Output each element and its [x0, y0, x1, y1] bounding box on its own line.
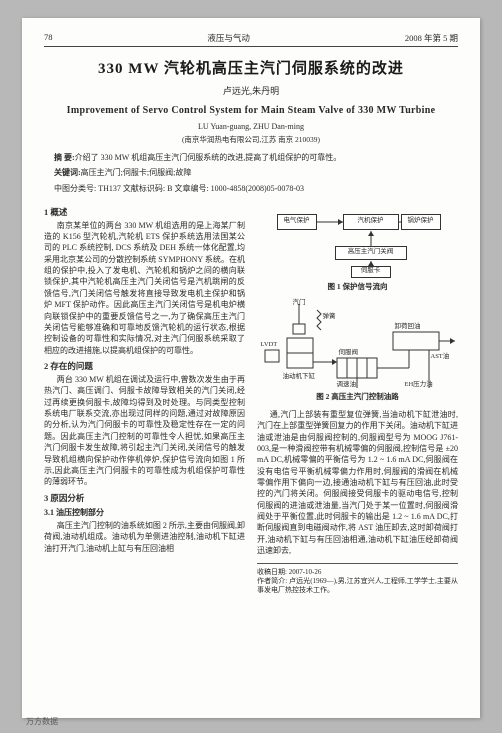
figure-2-caption: 图 2 高压主汽门控制油路	[257, 392, 458, 403]
figure-2: 汽门 弹簧 伺服阀 卸荷回油 AST油 LVDT 油动机下缸 调速油 EH压力油	[259, 298, 457, 390]
section-3-1-heading: 3.1 油压控制部分	[44, 507, 245, 518]
issue-info: 2008 年第 5 期	[405, 32, 458, 44]
right-col-continuation: 通,汽门上部装有重型复位弹簧,当油动机下缸泄油时,汽门在上部重型弹簧回复力的作用…	[257, 409, 458, 557]
fig2-label-lvdt: LVDT	[261, 340, 278, 349]
fig1-box-servo-card: 伺服卡	[351, 266, 391, 278]
affiliation: (南京华润热电有限公司,江苏 南京 210039)	[44, 134, 458, 145]
received-date: 收稿日期: 2007-10-26	[257, 568, 458, 577]
fig2-label-ehoil: EH压力油	[405, 380, 433, 389]
page-number: 78	[44, 32, 53, 44]
fig1-box-valve-close: 高压主汽门关阀	[335, 246, 407, 260]
fig2-label-spring: 弹簧	[323, 312, 336, 321]
two-column-body: 1 概述 南京某单位的两台 330 MW 机组选用的是上海某厂制造的 K156 …	[44, 202, 458, 596]
section-2-para: 两台 330 MW 机组在调试及运行中,曾数次发生由于再热汽门、高压调门、伺服卡…	[44, 374, 245, 488]
right-column: 电气保护 汽机保护 锅炉保护 高压主汽门关阀 伺服卡 图 1 保护信号流向	[257, 202, 458, 596]
title-en: Improvement of Servo Control System for …	[44, 105, 458, 116]
article-footer: 收稿日期: 2007-10-26 作者简介: 卢远光(1969—),男,江苏宜兴…	[257, 563, 458, 596]
section-1-para: 南京某单位的两台 330 MW 机组选用的是上海某厂制造的 K156 型汽轮机,…	[44, 220, 245, 356]
section-3-heading: 3 原因分析	[44, 492, 245, 504]
classification-line: 中图分类号: TH137 文献标识码: B 文章编号: 1000-4858(20…	[54, 183, 448, 194]
fig1-box-elec: 电气保护	[277, 214, 317, 230]
abstract-label: 摘 要:	[54, 153, 75, 162]
left-column: 1 概述 南京某单位的两台 330 MW 机组选用的是上海某厂制造的 K156 …	[44, 202, 245, 596]
running-header: 78 液压与气动 2008 年第 5 期	[44, 32, 458, 47]
figure-1: 电气保护 汽机保护 锅炉保护 高压主汽门关阀 伺服卡	[273, 204, 443, 280]
section-2-heading: 2 存在的问题	[44, 360, 245, 372]
paper-page: 78 液压与气动 2008 年第 5 期 330 MW 汽轮机高压主汽门伺服系统…	[22, 18, 480, 718]
section-3-1-para: 高压主汽门控制的油系统如图 2 所示,主要由伺服阀,卸荷阀,油动机组成。油动机为…	[44, 520, 245, 554]
watermark: 万方数据	[26, 716, 58, 727]
authors-en: LU Yuan-guang, ZHU Dan-ming	[44, 122, 458, 131]
fig2-label-cyl: 油动机下缸	[283, 372, 316, 381]
abstract-text: 介绍了 330 MW 机组高压主汽门伺服系统的改进,提高了机组保护的可靠性。	[75, 153, 342, 162]
fig2-label-valve: 汽门	[293, 298, 306, 307]
fig1-box-turbine: 汽机保护	[343, 214, 399, 230]
authors-cn: 卢远光,朱丹明	[44, 84, 458, 97]
author-bio: 作者简介: 卢远光(1969—),男,江苏宜兴人,工程师,工学学士,主要从事发电…	[257, 577, 458, 596]
journal-name: 液压与气动	[207, 32, 250, 44]
fig2-label-ast: AST油	[431, 352, 450, 361]
fig2-label-unload: 卸荷回油	[395, 322, 421, 331]
fig2-label-servo: 伺服阀	[339, 348, 359, 357]
abstract: 摘 要:介绍了 330 MW 机组高压主汽门伺服系统的改进,提高了机组保护的可靠…	[54, 153, 448, 164]
title-cn: 330 MW 汽轮机高压主汽门伺服系统的改进	[44, 57, 458, 78]
keywords: 关键词:高压主汽门;伺服卡;伺服阀;故障	[54, 168, 448, 179]
keywords-text: 高压主汽门;伺服卡;伺服阀;故障	[81, 168, 192, 177]
fig2-label-ctrloil: 调速油	[337, 380, 357, 389]
fig1-box-boiler: 锅炉保护	[401, 214, 441, 230]
figure-1-caption: 图 1 保护信号流向	[257, 282, 458, 293]
section-1-heading: 1 概述	[44, 206, 245, 218]
keywords-label: 关键词:	[54, 168, 81, 177]
